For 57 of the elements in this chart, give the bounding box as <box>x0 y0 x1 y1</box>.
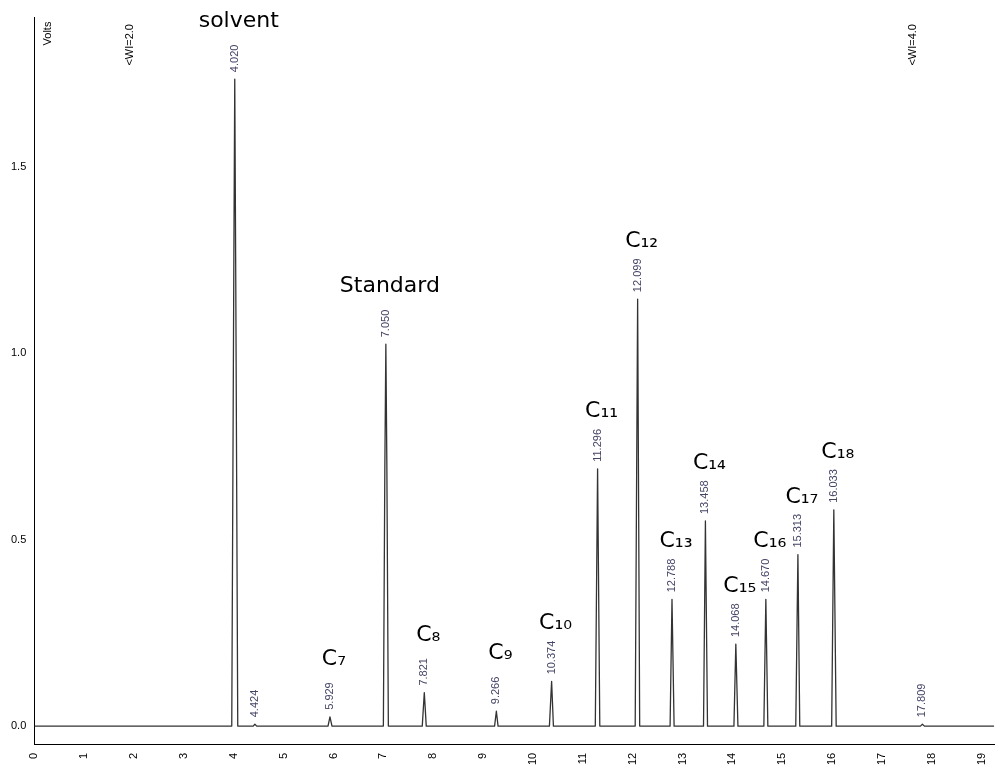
annotation: Standard <box>339 272 440 298</box>
annotation: 12.099 <box>630 258 643 293</box>
x-tick-label: 9 <box>476 752 489 759</box>
annotation: 12.788 <box>665 558 678 593</box>
x-tick-label: 12 <box>625 752 638 766</box>
x-tick-label: 2 <box>127 752 140 759</box>
annotation: C₁₄ <box>692 449 727 475</box>
x-tick-label: 18 <box>924 752 937 766</box>
annotation: C₁₁ <box>585 396 619 422</box>
annotation: C₁₂ <box>625 227 659 253</box>
x-tick-label: 1 <box>77 752 90 759</box>
x-tick-label: 17 <box>875 752 888 766</box>
y-tick-label: 0.0 <box>10 719 27 732</box>
annotation: C₁₈ <box>821 437 855 463</box>
annotation: C₁₃ <box>659 527 693 553</box>
annotation: 9.266 <box>489 676 502 705</box>
annotation: 16.033 <box>826 469 839 503</box>
x-tick-label: 13 <box>675 752 688 766</box>
x-tick-label: 10 <box>526 752 538 766</box>
annotation: <WI=2.0 <box>123 24 136 66</box>
annotation: C₇ <box>321 644 347 670</box>
annotation: 4.020 <box>227 44 240 73</box>
annotation: C₁₅ <box>723 572 757 598</box>
annotation: 15.313 <box>790 513 803 548</box>
annotation: 10.374 <box>544 640 557 675</box>
x-tick-label: 14 <box>725 752 738 766</box>
annotation: 5.929 <box>322 682 335 710</box>
x-tick-label: 3 <box>176 752 189 759</box>
annotation: 17.809 <box>915 683 928 718</box>
annotation: 7.050 <box>378 309 391 338</box>
annotation: 14.670 <box>758 558 771 593</box>
annotation: C₈ <box>416 620 441 646</box>
annotation: 14.068 <box>728 603 741 638</box>
annotation: C₁₇ <box>785 482 819 508</box>
x-tick-label: 8 <box>426 752 439 759</box>
annotation: 7.821 <box>417 658 430 686</box>
annotation: 13.458 <box>698 480 711 515</box>
x-tick-label: 11 <box>575 752 588 765</box>
x-tick-label: 0 <box>27 752 40 759</box>
annotation: C₁₀ <box>539 609 573 635</box>
annotation: 4.424 <box>247 689 260 718</box>
annotation: <WI=4.0 <box>905 24 918 66</box>
x-tick-label: 7 <box>376 752 389 759</box>
y-axis-title: Volts <box>41 21 54 46</box>
x-tick-label: 19 <box>974 752 987 766</box>
x-tick-label: 6 <box>326 752 339 759</box>
x-tick-label: 4 <box>226 752 239 759</box>
x-tick-label: 5 <box>276 752 289 759</box>
y-tick-label: 0.5 <box>10 532 27 545</box>
x-tick-label: 15 <box>775 752 788 766</box>
annotation: solvent <box>198 7 280 33</box>
y-tick-label: 1.0 <box>10 346 27 359</box>
y-tick-label: 1.5 <box>10 159 27 172</box>
annotation: C₉ <box>488 639 513 665</box>
x-tick-label: 16 <box>825 752 838 766</box>
annotation: C₁₆ <box>753 527 787 553</box>
annotation: 11.296 <box>590 428 603 462</box>
